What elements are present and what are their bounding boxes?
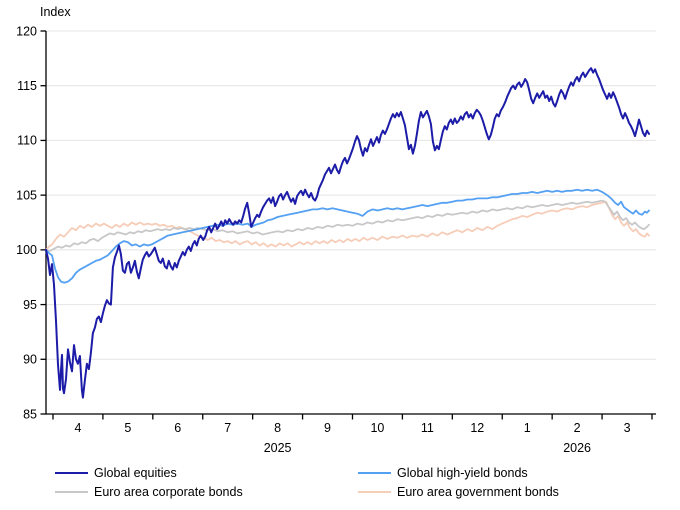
y-axis-tick-label: 110 — [17, 134, 37, 148]
series-line-global-high-yield-bonds — [45, 188, 650, 284]
x-axis-month-label: 6 — [174, 421, 181, 435]
x-axis-month-label: 4 — [74, 421, 81, 435]
legend-swatch-euro-area-corporate-bonds — [55, 490, 88, 493]
y-axis-tick-label: 90 — [23, 353, 37, 367]
x-axis-month-label: 1 — [524, 421, 531, 435]
legend-swatch-euro-area-government-bonds — [358, 490, 391, 493]
x-axis-month-label: 5 — [124, 421, 131, 435]
x-axis-year-label: 2025 — [264, 441, 292, 455]
y-axis-tick-label: 105 — [16, 188, 37, 202]
y-axis-title: Index — [40, 5, 71, 19]
y-axis-tick-label: 120 — [16, 24, 37, 38]
x-axis-month-label: 11 — [421, 421, 434, 435]
legend-item-euro-area-corporate-bonds: Euro area corporate bonds — [55, 483, 243, 500]
legend-label-euro-area-government-bonds: Euro area government bonds — [397, 484, 559, 499]
legend-item-global-equities: Global equities — [55, 464, 177, 481]
x-axis-month-label: 2 — [574, 421, 581, 435]
x-axis-month-label: 8 — [274, 421, 281, 435]
x-axis-month-label: 12 — [470, 421, 484, 435]
series-line-euro-area-government-bonds — [45, 200, 650, 251]
legend-label-global-high-yield-bonds: Global high-yield bonds — [397, 465, 528, 480]
x-axis-year-label: 2026 — [563, 441, 591, 455]
legend-swatch-global-equities — [55, 471, 88, 474]
y-axis-tick-label: 95 — [23, 298, 37, 312]
x-axis-month-label: 7 — [224, 421, 231, 435]
y-axis-tick-label: 100 — [16, 243, 37, 257]
legend-item-global-high-yield-bonds: Global high-yield bonds — [358, 464, 528, 481]
x-axis-month-label: 10 — [370, 421, 384, 435]
legend-item-euro-area-government-bonds: Euro area government bonds — [358, 483, 559, 500]
y-axis-tick-label: 115 — [17, 79, 37, 93]
x-axis-month-label: 3 — [624, 421, 631, 435]
x-axis-month-label: 9 — [324, 421, 331, 435]
legend-label-euro-area-corporate-bonds: Euro area corporate bonds — [94, 484, 243, 499]
legend-label-global-equities: Global equities — [94, 465, 177, 480]
series-line-global-equities — [45, 67, 650, 399]
legend-swatch-global-high-yield-bonds — [358, 471, 391, 474]
y-axis-tick-label: 85 — [23, 407, 37, 421]
series-line-euro-area-corporate-bonds — [45, 199, 650, 252]
